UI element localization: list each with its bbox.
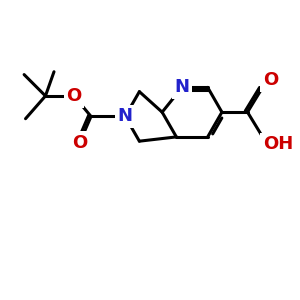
Text: OH: OH xyxy=(263,136,293,154)
Text: O: O xyxy=(263,71,278,89)
Text: N: N xyxy=(118,107,133,125)
Text: O: O xyxy=(66,87,82,105)
Text: N: N xyxy=(175,78,190,96)
Text: O: O xyxy=(72,134,87,152)
